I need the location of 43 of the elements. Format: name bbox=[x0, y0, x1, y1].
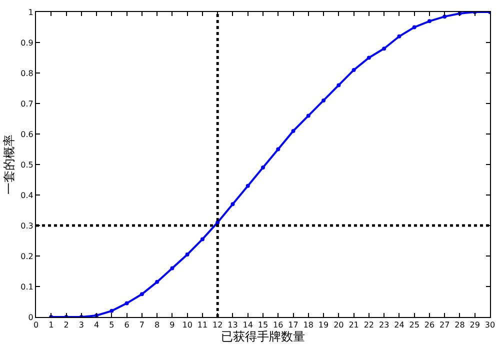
x-tick-label: 14 bbox=[242, 320, 253, 330]
x-tick-label: 22 bbox=[364, 320, 374, 330]
x-tick-label: 30 bbox=[484, 320, 496, 330]
y-tick-label: 0.3 bbox=[20, 221, 34, 230]
x-tick-label: 6 bbox=[124, 320, 130, 330]
x-tick-label: 1 bbox=[48, 320, 54, 330]
y-tick-label: 0.8 bbox=[20, 68, 34, 78]
x-tick-label: 7 bbox=[139, 320, 144, 330]
y-tick-label: 0.5 bbox=[20, 160, 34, 170]
x-tick-label: 20 bbox=[334, 320, 344, 330]
y-tick-label: 0.2 bbox=[20, 252, 34, 261]
x-tick-label: 11 bbox=[197, 320, 208, 330]
x-tick-label: 25 bbox=[409, 320, 420, 330]
y-tick-label: 0.1 bbox=[20, 282, 34, 292]
x-tick-label: 9 bbox=[170, 320, 175, 330]
y-axis-title: 一套的概率 bbox=[2, 134, 16, 194]
x-tick-label: 21 bbox=[348, 320, 359, 330]
y-tick-label: 0 bbox=[28, 312, 34, 322]
x-tick-label: 23 bbox=[378, 320, 390, 330]
y-tick-label: 1 bbox=[28, 8, 34, 17]
x-tick-label: 24 bbox=[394, 320, 404, 330]
x-axis-title: 已获得手牌数量 bbox=[221, 330, 305, 344]
x-tick-label: 8 bbox=[154, 320, 160, 330]
x-tick-label: 19 bbox=[318, 320, 329, 330]
x-tick-label: 2 bbox=[64, 320, 69, 330]
y-tick-label: 0.4 bbox=[20, 190, 34, 200]
y-tick-label: 0.9 bbox=[20, 38, 34, 48]
x-tick-label: 4 bbox=[94, 320, 100, 330]
x-tick-label: 10 bbox=[182, 320, 192, 330]
x-tick-label: 29 bbox=[470, 320, 480, 330]
x-tick-label: 12 bbox=[212, 320, 223, 330]
y-tick-label: 0.6 bbox=[20, 130, 34, 139]
x-tick-label: 26 bbox=[424, 320, 435, 330]
x-tick-label: 17 bbox=[288, 320, 298, 330]
x-tick-label: 13 bbox=[228, 320, 238, 330]
x-tick-label: 27 bbox=[440, 320, 450, 330]
x-tick-label: 16 bbox=[273, 320, 284, 330]
x-tick-label: 15 bbox=[258, 320, 268, 330]
x-tick-label: 18 bbox=[303, 320, 314, 330]
x-tick-label: 3 bbox=[78, 320, 84, 330]
x-tick-label: 28 bbox=[454, 320, 465, 330]
y-tick-label: 0.7 bbox=[20, 99, 34, 108]
x-tick-label: 5 bbox=[109, 320, 114, 330]
